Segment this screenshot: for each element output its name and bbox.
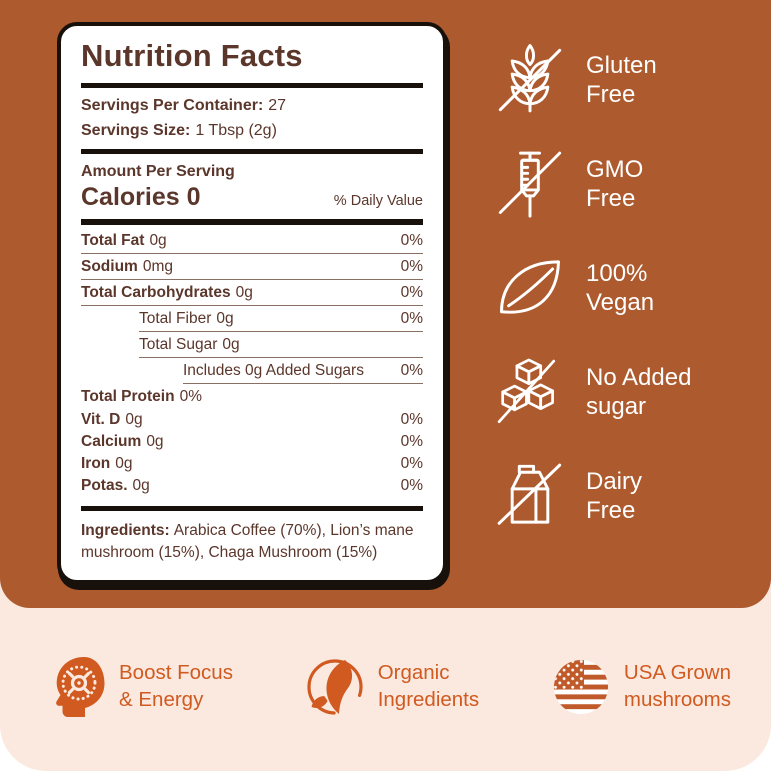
nutrient-name: Total Fat [81, 231, 145, 249]
wheat-slash-icon [498, 44, 562, 113]
divider-thin [81, 253, 423, 254]
nutrient-name: Total Fiber [139, 309, 212, 327]
nutrient-daily-value: 0% [400, 283, 423, 301]
milk-carton-slash-icon [497, 463, 562, 525]
organic-leaf-icon [307, 658, 363, 715]
feature-boost-focus: Boost Focus & Energy [44, 655, 233, 719]
nutrient-amount: 0g [125, 411, 143, 428]
nutrient-name: Total Sugar [139, 335, 218, 353]
divider-thin [81, 305, 423, 306]
badge-label: No Added sugar [586, 363, 692, 420]
nutrient-amount: 0% [179, 387, 202, 405]
nutrient-daily-value: 0% [400, 309, 423, 327]
divider-thick [81, 506, 423, 511]
usa-flag-icon [553, 659, 608, 714]
table-row: Potas. 0g 0% [81, 475, 423, 497]
table-row: Calcium 0g 0% [81, 431, 423, 453]
daily-value-header: % Daily Value [333, 193, 423, 209]
divider-thick [81, 149, 423, 154]
nutrition-facts-panel: Nutrition Facts Servings Per Container: 2… [57, 22, 447, 584]
badge-gluten-free: Gluten Free [492, 42, 764, 118]
amount-per-serving-label: Amount Per Serving [81, 163, 235, 180]
feature-label: Boost Focus & Energy [119, 661, 233, 711]
nutrient-amount: 0mg [142, 257, 173, 275]
badge-dairy-free: Dairy Free [492, 458, 764, 534]
servings-size: Servings Size: 1 Tbsp (2g) [81, 122, 423, 140]
nutrient-name: Includes 0g Added Sugars [183, 361, 364, 379]
nutrition-facts-title: Nutrition Facts [81, 38, 303, 73]
nutrient-amount: 0g [115, 455, 133, 472]
nutrient-amount: 0g [222, 335, 240, 353]
nutrient-amount: 0g [146, 433, 164, 450]
servings-per-container-label: Servings Per Container: [81, 97, 264, 114]
table-row: Total Protein 0% [81, 384, 423, 409]
divider-thick [81, 219, 423, 225]
nutrient-name: Vit. D [81, 411, 121, 428]
nutrient-daily-value: 0% [400, 455, 423, 472]
ingredients-text: Arabica Coffee (70%), Lion’s mane mushro… [81, 522, 414, 562]
sugar-cubes-slash-icon [497, 358, 556, 424]
servings-size-value: 1 Tbsp (2g) [195, 122, 277, 139]
nutrient-amount: 0g [235, 283, 253, 301]
nutrient-name: Calcium [81, 433, 142, 450]
features-section: Boost Focus & Energy Organic Ingredients [0, 608, 771, 771]
table-row: Iron 0g 0% [81, 453, 423, 475]
nutrient-name: Total Protein [81, 387, 175, 405]
calories-row: Calories 0 % Daily Value [81, 183, 423, 212]
badge-list: Gluten Free [492, 42, 764, 534]
badge-vegan: 100% Vegan [492, 250, 764, 326]
head-focus-icon [56, 656, 105, 717]
nutrient-name: Iron [81, 455, 111, 472]
servings-per-container: Servings Per Container: 27 [81, 97, 423, 115]
vitamins-block: Vit. D 0g 0% Calcium 0g 0% Iron 0g 0% Potas… [81, 409, 423, 497]
nutrient-amount: 0g [132, 477, 150, 494]
leaf-icon [500, 260, 560, 314]
table-row: Total Fat 0g 0% [81, 228, 423, 253]
table-row: Total Sugar 0g [81, 332, 423, 357]
nutrient-name: Potas. [81, 477, 128, 494]
terracotta-section: Nutrition Facts Servings Per Container: 2… [0, 0, 771, 608]
feature-label: USA Grown mushrooms [623, 661, 731, 711]
nutrient-daily-value: 0% [400, 231, 423, 249]
nutrient-amount: 0g [149, 231, 167, 249]
table-row: Vit. D 0g 0% [81, 409, 423, 431]
divider-thin [81, 279, 423, 280]
nutrient-daily-value: 0% [400, 361, 423, 379]
calories-value: Calories 0 [81, 183, 201, 211]
syringe-slash-icon [498, 151, 562, 218]
table-row: Total Fiber 0g 0% [81, 306, 423, 331]
ingredients-label: Ingredients: [81, 522, 170, 539]
badge-label: Dairy Free [586, 467, 643, 524]
nutrient-daily-value: 0% [400, 411, 423, 428]
nutrient-daily-value: 0% [400, 433, 423, 450]
nutrient-daily-value: 0% [400, 257, 423, 275]
nutrient-name: Sodium [81, 257, 138, 275]
badge-gmo-free: GMO Free [492, 146, 764, 222]
badge-label: 100% Vegan [586, 259, 655, 316]
divider-thick [81, 83, 423, 88]
ingredients: Ingredients: Arabica Coffee (70%), Lion’s… [81, 520, 423, 565]
badge-label: GMO Free [586, 155, 644, 212]
badge-label: Gluten Free [586, 51, 657, 108]
feature-label: Organic Ingredients [377, 661, 480, 711]
nutrient-daily-value: 0% [400, 477, 423, 494]
feature-organic: Organic Ingredients [303, 655, 479, 719]
table-row: Total Carbohydrates 0g 0% [81, 280, 423, 305]
divider-thin [139, 357, 423, 358]
nutrient-name: Total Carbohydrates [81, 283, 231, 301]
nutrient-amount: 0g [216, 309, 234, 327]
servings-size-label: Servings Size: [81, 122, 191, 139]
table-row: Includes 0g Added Sugars 0% [81, 358, 423, 383]
servings-per-container-value: 27 [268, 97, 287, 114]
divider-thin [183, 383, 423, 384]
feature-usa-grown: USA Grown mushrooms [549, 655, 731, 719]
divider-thin [139, 331, 423, 332]
table-row: Sodium 0mg 0% [81, 254, 423, 279]
badge-no-added-sugar: No Added sugar [492, 354, 764, 430]
feature-list: Boost Focus & Energy Organic Ingredients [0, 608, 771, 771]
